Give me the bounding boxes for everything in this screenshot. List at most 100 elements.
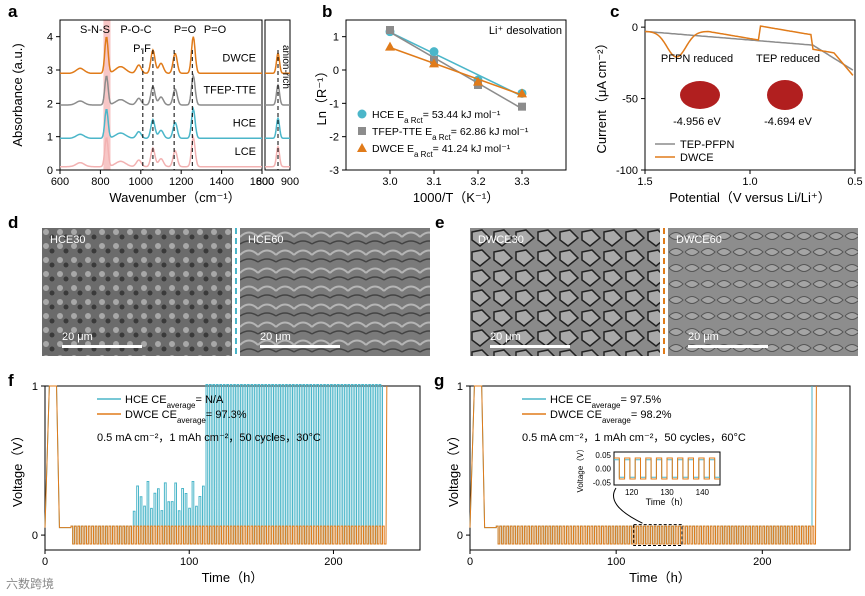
data-point <box>385 41 395 51</box>
sem-label: DWCE60 <box>676 234 722 246</box>
data-point <box>429 47 439 57</box>
annotation-title: PFPN reduced <box>661 53 733 65</box>
x-tick-label: 3.3 <box>514 176 529 188</box>
legend-entry: HCE Ea Rct= 53.44 kJ mol⁻¹ <box>372 109 501 125</box>
data-point <box>429 58 439 68</box>
sem-image-hce60: HCE60 20 μm <box>240 228 430 356</box>
fit-line-hce <box>389 31 523 97</box>
sem-label: HCE60 <box>248 234 284 246</box>
sem-image-hce30: HCE30 20 μm <box>42 228 232 356</box>
peak-label: S-N-S <box>80 24 110 36</box>
legend-entry: TEP-PFPN <box>680 139 734 151</box>
axes-frame <box>469 385 851 551</box>
data-point <box>386 26 394 34</box>
y-tick-label: -50 <box>622 94 638 106</box>
sem-texture <box>42 228 232 356</box>
inset-line <box>614 457 720 480</box>
series-line-dwce <box>60 36 262 75</box>
x-axis-label: 1000/T（K⁻¹） <box>413 190 499 205</box>
y-tick-label: 4 <box>47 32 53 44</box>
inset-y-tick-label: 0.05 <box>595 451 611 460</box>
annotation-energy: -4.956 eV <box>673 116 721 128</box>
series-label: LCE <box>235 146 256 158</box>
scale-bar: 20 μm <box>260 331 340 348</box>
x-tick-label-inset: 900 <box>281 176 299 188</box>
data-point <box>517 88 527 98</box>
series-line-tep-pfpn <box>644 30 854 71</box>
y-axis-label: Voltage（V） <box>10 429 25 507</box>
x-tick-label: 3.2 <box>470 176 485 188</box>
y-tick-label: 1 <box>32 381 38 393</box>
y-tick-label: -2 <box>329 132 339 144</box>
y-tick-label: 1 <box>333 32 339 44</box>
fit-line-dwce <box>389 46 523 96</box>
x-tick-label: 1.5 <box>637 176 652 188</box>
legend-entry: TFEP-TTE Ea Rct= 62.86 kJ mol⁻¹ <box>372 126 529 142</box>
zoom-box <box>633 524 683 547</box>
inset-line-hce <box>265 116 290 140</box>
series-line-dwce <box>644 25 854 76</box>
legend-entry: DWCE CEaverage= 98.2% <box>550 409 672 425</box>
x-tick-label: 0 <box>467 556 473 568</box>
x-tick-label: 3.0 <box>382 176 397 188</box>
panel-label-c: c <box>610 2 619 21</box>
scale-bar: 20 μm <box>490 331 570 348</box>
series-line-dwce <box>469 385 817 545</box>
scale-text: 20 μm <box>260 331 291 343</box>
y-tick-label: 1 <box>47 132 53 144</box>
sem-label: DWCE30 <box>478 234 524 246</box>
panel-label-f: f <box>8 371 14 390</box>
axes-frame <box>59 19 263 171</box>
y-tick-label: 1 <box>457 381 463 393</box>
data-point <box>473 76 483 86</box>
sem-texture <box>240 228 430 356</box>
annotation-title: TEP reduced <box>756 53 820 65</box>
annotation-energy: -4.694 eV <box>764 116 812 128</box>
inset-y-tick-label: 0.00 <box>595 465 611 474</box>
y-tick-label: 0 <box>47 165 53 177</box>
legend-entry: HCE CEaverage= 97.5% <box>550 394 661 410</box>
watermark: 六数跨境 <box>6 577 55 591</box>
y-axis-label: Absorbance (a.u.) <box>10 43 25 146</box>
panel-label-e: e <box>435 213 444 232</box>
series-label: HCE <box>233 118 256 130</box>
x-tick-label: 1000 <box>129 176 153 188</box>
y-tick-label: 0 <box>32 530 38 542</box>
y-axis-label: Current（μA cm⁻²） <box>594 37 609 154</box>
x-tick-label: 0 <box>42 556 48 568</box>
highlight-band <box>103 20 111 170</box>
legend-marker <box>357 143 367 152</box>
legend-marker <box>358 127 366 135</box>
panel-label-b: b <box>322 2 332 21</box>
data-point <box>518 102 526 111</box>
series-line-lce <box>60 134 262 168</box>
y-tick-label: -100 <box>616 165 638 177</box>
peak-label: P=O <box>174 24 197 36</box>
y-tick-label: 3 <box>47 65 53 77</box>
scale-text: 20 μm <box>490 331 521 343</box>
y-tick-label: 0 <box>333 65 339 77</box>
molecule-orbital <box>767 80 803 110</box>
y-axis-label: Voltage（V） <box>446 429 461 507</box>
y-tick-label: 0 <box>457 530 463 542</box>
inset-line-lce <box>265 145 290 168</box>
series-label: DWCE <box>222 53 256 65</box>
panel-label-a: a <box>8 2 18 21</box>
x-tick-label: 600 <box>51 176 69 188</box>
sem-image-dwce60: DWCE60 20 μm <box>668 228 858 356</box>
y-tick-label: -1 <box>329 98 339 110</box>
peak-label: P-O-C <box>120 24 151 36</box>
panel-label-g: g <box>434 371 444 390</box>
x-axis-label: Wavenumber（cm⁻¹） <box>109 190 240 205</box>
x-tick-label: 1400 <box>209 176 233 188</box>
inset-x-tick-label: 130 <box>660 488 674 497</box>
conditions-text: 0.5 mA cm⁻²，1 mAh cm⁻²，50 cycles，30°C <box>97 432 321 444</box>
chart-title: Li⁺ desolvation <box>489 25 562 37</box>
sem-label: HCE30 <box>50 234 86 246</box>
x-axis-label: Potential（V versus Li/Li⁺） <box>669 190 831 205</box>
inset-line-dwce <box>265 51 290 75</box>
y-axis-label: Ln（R⁻¹） <box>314 64 329 125</box>
peak-label: P=O <box>204 24 227 36</box>
legend-entry: HCE CEaverage= N/A <box>125 394 224 410</box>
